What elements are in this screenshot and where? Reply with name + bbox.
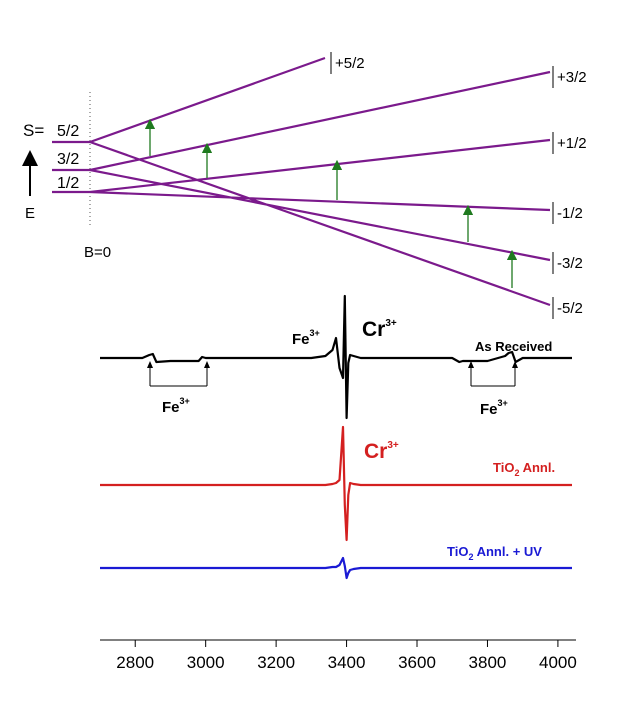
spectrum <box>100 556 572 580</box>
annotation: As Received <box>475 339 552 354</box>
annotation: TiO2 Annl. <box>493 460 555 478</box>
x-tick-label: 3200 <box>257 653 295 672</box>
annotation: Cr3+ <box>364 440 399 463</box>
energy-diagram: S= 5/2 3/2 1/2 E B=0 +5/2 +3/2 +1/2 -1/2… <box>22 52 587 319</box>
sublevel-label: -5/2 <box>557 300 583 317</box>
sublevel-label: +3/2 <box>557 69 587 86</box>
annotation: Fe3+ <box>162 396 190 416</box>
sublevel-labels: +5/2 +3/2 +1/2 -1/2 -3/2 -5/2 <box>330 52 587 319</box>
x-tick-label: 3800 <box>469 653 507 672</box>
spin-label: S= <box>23 121 44 140</box>
field-label: B=0 <box>84 244 111 261</box>
annotation: Cr3+ <box>362 318 397 341</box>
x-tick-label: 3000 <box>187 653 225 672</box>
annotation: Fe3+ <box>480 398 508 418</box>
sublevel-label: +1/2 <box>557 135 587 152</box>
x-tick-label: 3600 <box>398 653 436 672</box>
annotation: TiO2 Annl. + UV <box>447 544 542 562</box>
level-label: 3/2 <box>57 151 79 168</box>
x-tick-label: 2800 <box>116 653 154 672</box>
transition-arrows <box>144 118 518 288</box>
annotation: Fe3+ <box>292 328 320 348</box>
sublevel-label: -1/2 <box>557 205 583 222</box>
annotations: Fe3+ Cr3+ As Received Fe3+ Fe3+ Cr3+ TiO… <box>162 318 555 562</box>
brackets <box>147 361 518 387</box>
level-label: 1/2 <box>57 175 79 192</box>
sublevel-label: -3/2 <box>557 255 583 272</box>
energy-label: E <box>25 205 35 222</box>
spectrum <box>100 294 572 420</box>
zero-field-levels <box>52 140 90 194</box>
x-tick-label: 4000 <box>539 653 577 672</box>
x-tick-label: 3400 <box>328 653 366 672</box>
spectrum <box>100 425 572 542</box>
zeeman-lines <box>89 56 551 307</box>
sublevel-label: +5/2 <box>335 55 365 72</box>
level-label: 5/2 <box>57 123 79 140</box>
